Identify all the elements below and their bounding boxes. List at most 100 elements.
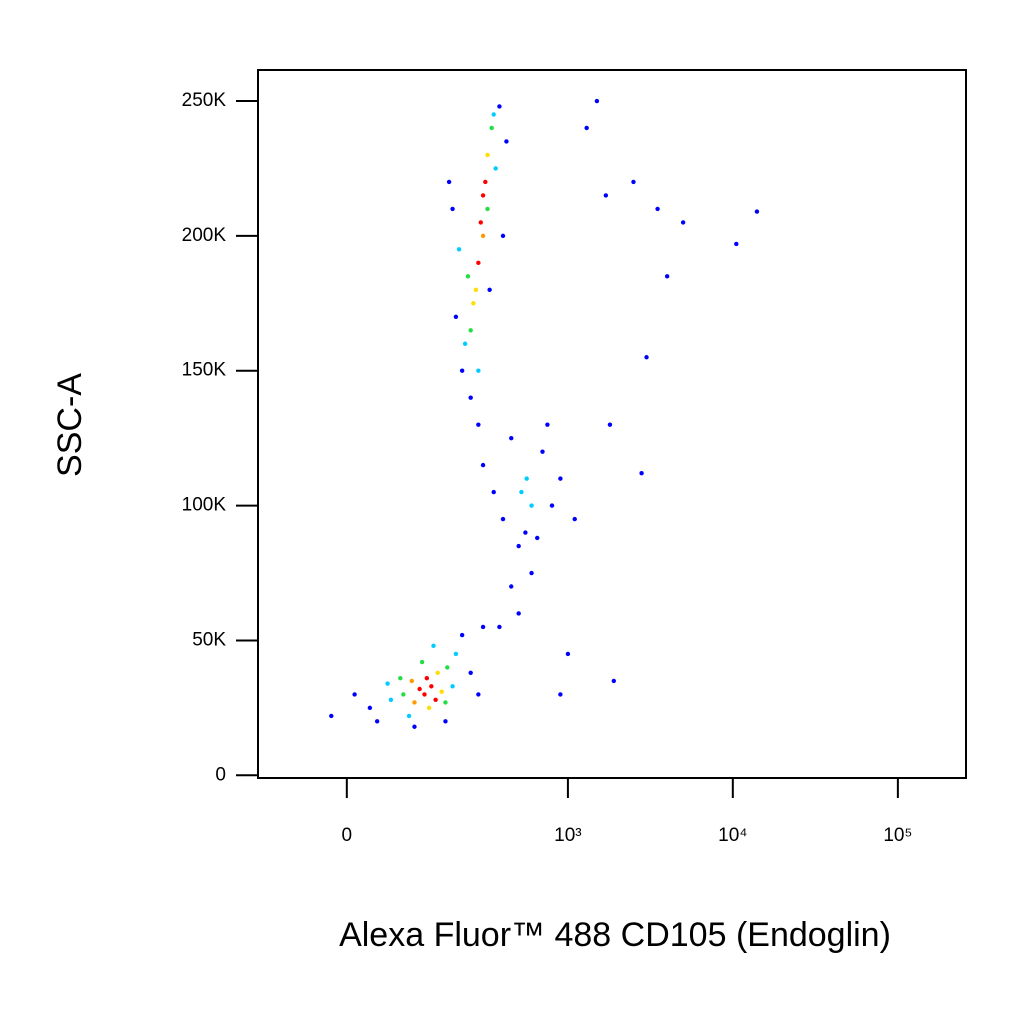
event-dot <box>558 692 563 697</box>
event-dot <box>443 719 448 724</box>
event-dot <box>493 166 498 171</box>
y-tick-label: 50K <box>192 629 226 650</box>
event-dot <box>509 584 514 589</box>
y-tick-label: 150K <box>182 360 227 381</box>
event-dot <box>734 241 739 247</box>
event-dot <box>429 684 434 689</box>
event-dot <box>549 503 555 508</box>
y-axis-title: SSC-A <box>51 373 89 477</box>
event-dot <box>435 670 440 676</box>
event-dot <box>483 179 488 185</box>
event-dot <box>545 422 550 427</box>
x-tick-label: 10⁴ <box>718 825 747 846</box>
event-dot <box>500 516 506 522</box>
event-dot <box>439 689 444 694</box>
event-dot <box>412 724 417 729</box>
event-dot <box>476 422 481 427</box>
event-dot <box>462 341 468 346</box>
event-dot <box>584 125 589 131</box>
event-dot <box>446 179 452 185</box>
event-dot <box>516 543 521 549</box>
event-dot <box>565 651 571 657</box>
event-dot <box>485 206 490 212</box>
event-dot <box>406 713 412 719</box>
event-dot <box>489 125 494 131</box>
event-dot <box>445 665 450 670</box>
event-dot <box>401 692 406 697</box>
event-dot <box>607 422 613 427</box>
event-dot <box>443 700 448 705</box>
event-dot <box>385 681 390 686</box>
event-dot <box>509 435 514 441</box>
event-dot <box>374 719 380 724</box>
plot-frame <box>257 69 967 779</box>
event-dot <box>516 611 521 616</box>
event-dot <box>468 670 473 676</box>
event-dot <box>478 220 483 225</box>
event-dot <box>459 632 465 638</box>
event-dot <box>487 287 492 293</box>
y-tick-label: 250K <box>182 90 227 111</box>
event-dot <box>500 233 506 239</box>
event-dot <box>491 112 496 117</box>
event-dot <box>523 530 528 535</box>
event-dot <box>480 193 486 198</box>
event-dot <box>529 503 534 508</box>
event-dot <box>468 395 473 400</box>
event-dot <box>558 476 563 481</box>
event-dot <box>468 328 473 333</box>
event-dot <box>680 220 686 225</box>
event-dot <box>450 206 455 212</box>
event-dot <box>664 274 670 279</box>
event-dot <box>644 355 649 360</box>
event-dot <box>417 686 422 692</box>
x-tick-label: 10³ <box>554 825 581 846</box>
event-dot <box>476 260 481 266</box>
event-dot <box>431 643 436 649</box>
event-dot <box>424 676 430 681</box>
event-dot <box>426 705 432 711</box>
event-dot <box>480 233 486 239</box>
y-tick-label: 100K <box>182 495 227 516</box>
event-dot <box>572 516 577 522</box>
event-dot <box>453 651 459 657</box>
x-axis-title: Alexa Fluor™ 488 CD105 (Endoglin) <box>339 916 891 954</box>
event-dot <box>524 476 529 481</box>
event-dot <box>465 274 471 279</box>
event-dot <box>631 179 636 185</box>
event-dot <box>388 697 394 702</box>
event-dot <box>655 206 660 212</box>
event-dot <box>611 678 617 684</box>
x-tick-label: 0 <box>342 825 353 846</box>
event-dot <box>603 193 609 198</box>
event-dot <box>433 697 438 702</box>
event-dot <box>639 471 644 476</box>
event-dot <box>352 692 357 697</box>
event-dot <box>594 98 600 104</box>
event-dot <box>535 535 540 541</box>
event-dot <box>485 152 490 158</box>
event-dot <box>476 368 481 373</box>
event-dot <box>480 624 486 630</box>
event-dot <box>754 209 760 214</box>
event-dot <box>367 705 373 711</box>
event-dot <box>419 659 425 665</box>
event-dot <box>459 368 465 373</box>
event-dot <box>409 678 414 684</box>
event-dot <box>471 301 476 306</box>
event-dot <box>519 489 524 495</box>
event-dot <box>491 489 496 495</box>
event-dot <box>329 713 334 719</box>
y-tick-label: 0 <box>215 764 226 785</box>
event-dot <box>473 287 479 293</box>
event-dot <box>456 247 462 252</box>
event-dot <box>453 314 459 319</box>
event-dot <box>398 676 403 681</box>
event-dot <box>450 684 455 689</box>
event-dot <box>476 692 481 697</box>
event-dot <box>497 624 502 630</box>
x-tick-label: 10⁵ <box>883 825 912 846</box>
event-dot <box>480 462 486 468</box>
event-dot <box>529 570 534 576</box>
